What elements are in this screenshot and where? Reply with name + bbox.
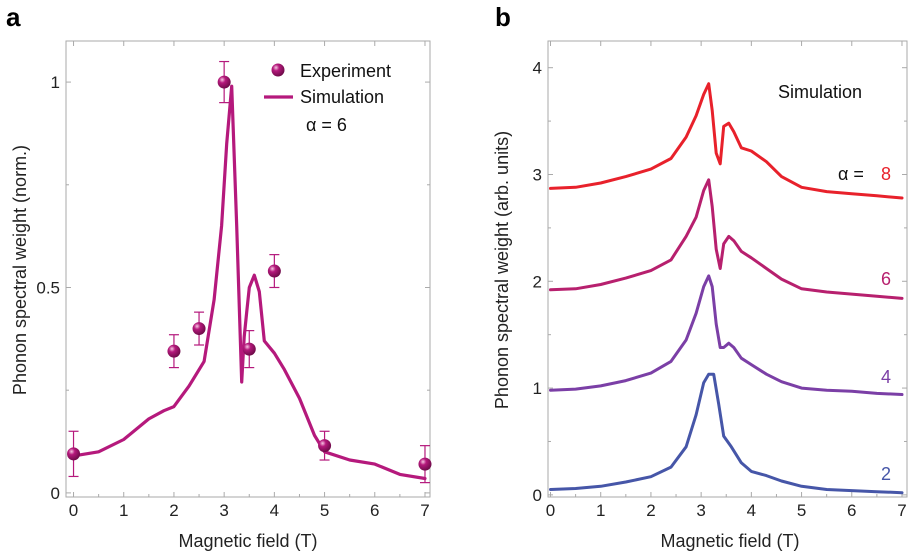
chart-marks: 0 1 2 3 4 5 6 7 0 0.5 1 0 1 2 3 4 5 6 7 0 1 2 3 4 8 6 4 2 (36, 40, 908, 520)
panel-a-frame (65, 40, 431, 498)
panel-b-ytick-label: 4 (533, 59, 542, 78)
panel-a-xtick-label: 2 (169, 501, 178, 520)
panel-b-title: Simulation (778, 82, 862, 102)
panel-a-ytick-label: 1 (51, 73, 60, 92)
experiment-point (167, 344, 181, 358)
experiment-point (242, 342, 256, 356)
panel-b-ytick-label: 0 (533, 486, 542, 505)
experiment-point (217, 75, 231, 89)
series-label-alpha-4: 4 (881, 367, 891, 387)
panel-a-xtick-label: 5 (320, 501, 329, 520)
panel-b-xtick-label: 1 (596, 501, 605, 520)
panel-b-xlabel: Magnetic field (T) (660, 531, 799, 551)
series-line-alpha-4 (549, 274, 904, 396)
panel-b-ytick-label: 1 (533, 379, 542, 398)
panel-b-xtick-label: 6 (847, 501, 856, 520)
experiment-point (67, 447, 81, 461)
panel-a-legend-experiment: Experiment (300, 61, 391, 81)
panel-b-xtick-label: 5 (797, 501, 806, 520)
panel-b-ytick-label: 3 (533, 165, 542, 184)
experiment-point (318, 439, 332, 453)
panel-b-xtick-label: 2 (646, 501, 655, 520)
panel-b-xtick-label: 3 (696, 501, 705, 520)
panel-b-ytick-label: 2 (533, 272, 542, 291)
series-label-alpha-2: 2 (881, 464, 891, 484)
series-line-alpha-6 (549, 178, 904, 300)
panel-a-xtick-label: 1 (119, 501, 128, 520)
series-line-alpha-8 (549, 82, 904, 200)
simulation-line (71, 84, 427, 481)
panel-a-ytick-label: 0.5 (36, 278, 60, 297)
panel-b-xtick-label: 0 (546, 501, 555, 520)
series-label-alpha-8: 8 (881, 164, 891, 184)
panel-a-xtick-label: 0 (69, 501, 78, 520)
series-label-alpha-6: 6 (881, 269, 891, 289)
panel-a-xtick-label: 4 (270, 501, 279, 520)
panel-a-legend-alpha: α = 6 (306, 115, 347, 135)
panel-b-frame (547, 40, 908, 498)
legend-experiment-marker (271, 63, 285, 77)
experiment-point (267, 264, 281, 278)
panel-a-label: a (6, 2, 21, 32)
panel-a-xtick-label: 3 (219, 501, 228, 520)
panel-b-ylabel: Phonon spectral weight (arb. units) (492, 131, 512, 409)
panel-a-legend-simulation: Simulation (300, 87, 384, 107)
experiment-point (418, 457, 432, 471)
panel-b-alpha-prefix: α = (838, 164, 864, 184)
panel-b-label: b (495, 2, 511, 32)
panel-b-xtick-label: 7 (897, 501, 906, 520)
panel-a-xlabel: Magnetic field (T) (178, 531, 317, 551)
panel-a-ylabel: Phonon spectral weight (norm.) (10, 145, 30, 395)
panel-a-ytick-label: 0 (51, 484, 60, 503)
panel-b-xtick-label: 4 (747, 501, 756, 520)
panel-a-xtick-label: 7 (420, 501, 429, 520)
experiment-point (192, 322, 206, 336)
series-line-alpha-2 (549, 372, 904, 495)
panel-a-xtick-label: 6 (370, 501, 379, 520)
